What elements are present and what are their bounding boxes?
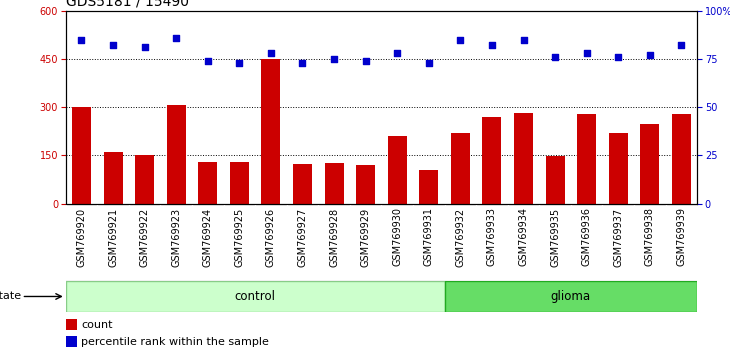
Point bbox=[170, 35, 182, 40]
Point bbox=[391, 50, 403, 56]
Point bbox=[423, 60, 434, 65]
Point bbox=[486, 42, 498, 48]
Bar bbox=[356, 165, 375, 204]
Text: GSM769938: GSM769938 bbox=[645, 207, 655, 267]
Point bbox=[612, 54, 624, 60]
Point bbox=[296, 60, 308, 65]
Point bbox=[76, 37, 88, 42]
Text: GSM769920: GSM769920 bbox=[77, 207, 86, 267]
Text: GSM769937: GSM769937 bbox=[613, 207, 623, 267]
Point bbox=[518, 37, 529, 42]
Bar bbox=[230, 162, 249, 204]
Text: disease state: disease state bbox=[0, 291, 21, 302]
Point bbox=[581, 50, 593, 56]
Bar bbox=[388, 136, 407, 204]
Point bbox=[202, 58, 214, 64]
Bar bbox=[166, 104, 185, 204]
Bar bbox=[451, 133, 470, 204]
Point bbox=[360, 58, 372, 64]
Text: GSM769924: GSM769924 bbox=[203, 207, 212, 267]
Bar bbox=[293, 164, 312, 204]
Text: GSM769930: GSM769930 bbox=[392, 207, 402, 267]
Bar bbox=[104, 152, 123, 204]
Text: GSM769931: GSM769931 bbox=[424, 207, 434, 267]
Text: GDS5181 / 15490: GDS5181 / 15490 bbox=[66, 0, 188, 9]
Text: GSM769928: GSM769928 bbox=[329, 207, 339, 267]
Text: GSM769929: GSM769929 bbox=[361, 207, 371, 267]
Point bbox=[139, 45, 150, 50]
Bar bbox=[577, 114, 596, 204]
Bar bbox=[514, 113, 533, 204]
Text: GSM769933: GSM769933 bbox=[487, 207, 497, 267]
Text: GSM769921: GSM769921 bbox=[108, 207, 118, 267]
Point bbox=[234, 60, 245, 65]
Bar bbox=[325, 163, 344, 204]
Bar bbox=[261, 59, 280, 204]
Bar bbox=[72, 107, 91, 204]
Point bbox=[549, 54, 561, 60]
Text: GSM769936: GSM769936 bbox=[582, 207, 591, 267]
Bar bbox=[640, 124, 659, 204]
Bar bbox=[199, 162, 218, 204]
Point bbox=[265, 50, 277, 56]
Bar bbox=[609, 133, 628, 204]
Bar bbox=[483, 117, 502, 204]
Text: GSM769925: GSM769925 bbox=[234, 207, 245, 267]
Bar bbox=[672, 114, 691, 204]
Point bbox=[107, 42, 119, 48]
Text: GSM769934: GSM769934 bbox=[518, 207, 529, 267]
Text: GSM769923: GSM769923 bbox=[172, 207, 181, 267]
Text: glioma: glioma bbox=[551, 290, 591, 303]
Text: GSM769922: GSM769922 bbox=[139, 207, 150, 267]
Bar bbox=[545, 156, 564, 204]
Bar bbox=[445, 281, 697, 312]
Bar bbox=[135, 155, 154, 204]
Point bbox=[455, 37, 466, 42]
Text: GSM769926: GSM769926 bbox=[266, 207, 276, 267]
Bar bbox=[66, 319, 77, 330]
Text: count: count bbox=[82, 320, 113, 330]
Text: GSM769932: GSM769932 bbox=[456, 207, 465, 267]
Text: GSM769939: GSM769939 bbox=[677, 207, 686, 267]
Text: control: control bbox=[234, 290, 276, 303]
Bar bbox=[66, 336, 77, 347]
Point bbox=[644, 52, 656, 58]
Point bbox=[675, 42, 687, 48]
Text: GSM769927: GSM769927 bbox=[298, 207, 307, 267]
Text: percentile rank within the sample: percentile rank within the sample bbox=[82, 337, 269, 347]
Point bbox=[328, 56, 340, 62]
Bar bbox=[66, 281, 445, 312]
Text: GSM769935: GSM769935 bbox=[550, 207, 560, 267]
Bar bbox=[419, 170, 438, 204]
